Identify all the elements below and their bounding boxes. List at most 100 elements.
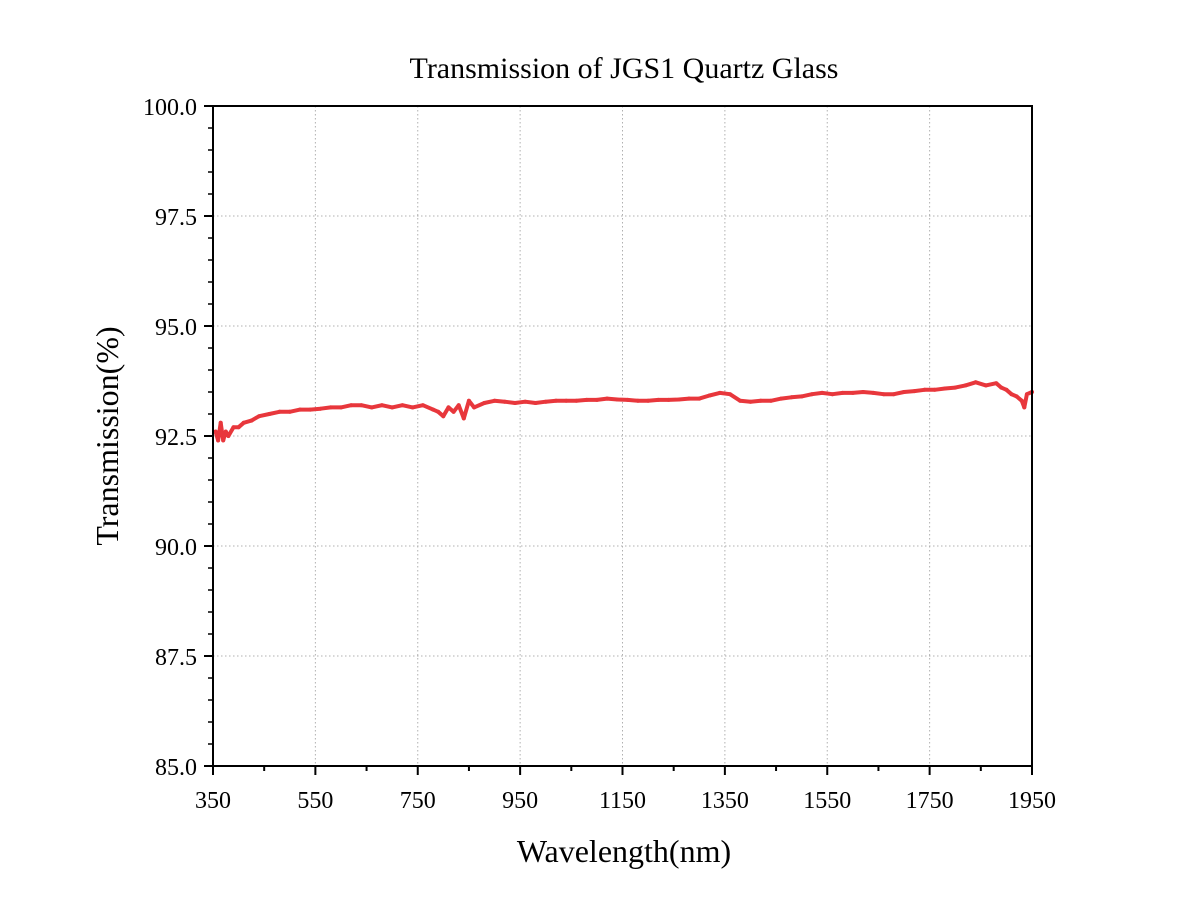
x-tick-label: 1550: [803, 788, 851, 814]
y-tick-label: 97.5: [155, 205, 197, 231]
data-point: [318, 406, 323, 411]
axis-ticks: 350 550 750 950 1150 1350 1550 1750 1950 85.0 87.5…: [143, 95, 1056, 814]
data-point: [543, 399, 548, 404]
data-point: [461, 416, 466, 421]
data-point: [1009, 392, 1014, 397]
data-point: [861, 390, 866, 394]
data-point: [779, 396, 784, 401]
data-point: [850, 390, 855, 395]
data-point: [502, 399, 507, 404]
grid-lines: [213, 106, 1032, 766]
data-point: [728, 392, 732, 397]
transmission-series-line: [213, 380, 1034, 443]
data-point: [339, 405, 343, 410]
data-point: [912, 389, 917, 394]
data-point: [298, 407, 302, 412]
x-tick-label: 750: [400, 788, 436, 814]
data-point: [687, 396, 691, 401]
data-point: [707, 393, 712, 398]
x-tick-label: 1950: [1008, 788, 1056, 814]
y-tick-label: 87.5: [155, 645, 197, 671]
data-point: [564, 398, 569, 403]
data-point: [615, 397, 620, 402]
data-point: [983, 383, 988, 388]
data-point: [574, 398, 579, 403]
data-point: [287, 409, 292, 414]
data-point: [789, 395, 794, 400]
data-point: [676, 397, 681, 402]
x-tick-label: 550: [297, 788, 333, 814]
data-point: [492, 398, 497, 403]
data-point: [241, 420, 246, 425]
x-axis-label: Wavelength(nm): [517, 833, 731, 869]
data-point: [902, 390, 906, 394]
data-point: [963, 383, 968, 388]
y-axis-label: Transmission(%): [89, 326, 125, 545]
data-point: [625, 397, 630, 402]
data-point: [973, 380, 978, 385]
data-point: [1022, 405, 1027, 410]
data-point: [554, 398, 558, 403]
data-point: [840, 390, 845, 395]
data-point: [1024, 392, 1029, 397]
data-point: [436, 409, 441, 414]
y-tick-label: 85.0: [155, 755, 197, 781]
data-point: [223, 429, 228, 434]
series-layer: [213, 380, 1034, 443]
data-point: [605, 396, 610, 401]
x-tick-label: 1150: [599, 788, 646, 814]
data-point: [799, 394, 804, 399]
data-point: [451, 409, 456, 414]
data-point: [249, 418, 254, 423]
data-point: [431, 407, 436, 412]
data-point: [379, 403, 384, 408]
data-point: [943, 386, 947, 391]
data-point: [221, 438, 226, 443]
data-point: [881, 392, 886, 397]
data-point: [513, 401, 517, 405]
data-point: [1014, 394, 1019, 399]
data-point: [932, 387, 937, 392]
data-point: [994, 381, 999, 386]
data-point: [466, 398, 471, 403]
data-point: [236, 425, 241, 430]
data-point: [359, 403, 364, 408]
data-point: [400, 403, 405, 408]
x-tick-label: 1350: [701, 788, 749, 814]
data-point: [1004, 387, 1009, 392]
data-point: [328, 405, 333, 410]
data-point: [891, 392, 896, 397]
x-tick-label: 350: [195, 788, 231, 814]
data-point: [871, 390, 876, 395]
data-point: [666, 397, 671, 402]
y-tick-label: 100.0: [143, 95, 197, 121]
data-point: [830, 392, 835, 397]
data-point: [999, 385, 1004, 390]
x-tick-label: 1750: [906, 788, 954, 814]
data-point: [656, 397, 661, 402]
data-point: [646, 398, 651, 403]
data-point: [584, 397, 589, 402]
data-point: [472, 405, 477, 410]
data-point: [308, 407, 313, 412]
x-tick-label: 950: [502, 788, 538, 814]
data-point: [390, 405, 395, 410]
data-point: [216, 438, 221, 443]
data-point: [953, 385, 958, 390]
y-tick-label: 92.5: [155, 425, 197, 451]
data-point: [277, 409, 282, 414]
data-point: [820, 390, 825, 395]
data-point: [441, 414, 446, 419]
data-point: [213, 429, 218, 434]
data-point: [482, 401, 487, 405]
data-point: [420, 403, 425, 408]
data-point: [218, 420, 223, 425]
data-point: [717, 390, 722, 395]
data-point: [809, 392, 814, 397]
y-tick-label: 95.0: [155, 315, 197, 341]
data-point: [257, 414, 262, 419]
data-point: [635, 398, 640, 403]
data-point: [523, 399, 528, 404]
data-point: [768, 398, 773, 403]
